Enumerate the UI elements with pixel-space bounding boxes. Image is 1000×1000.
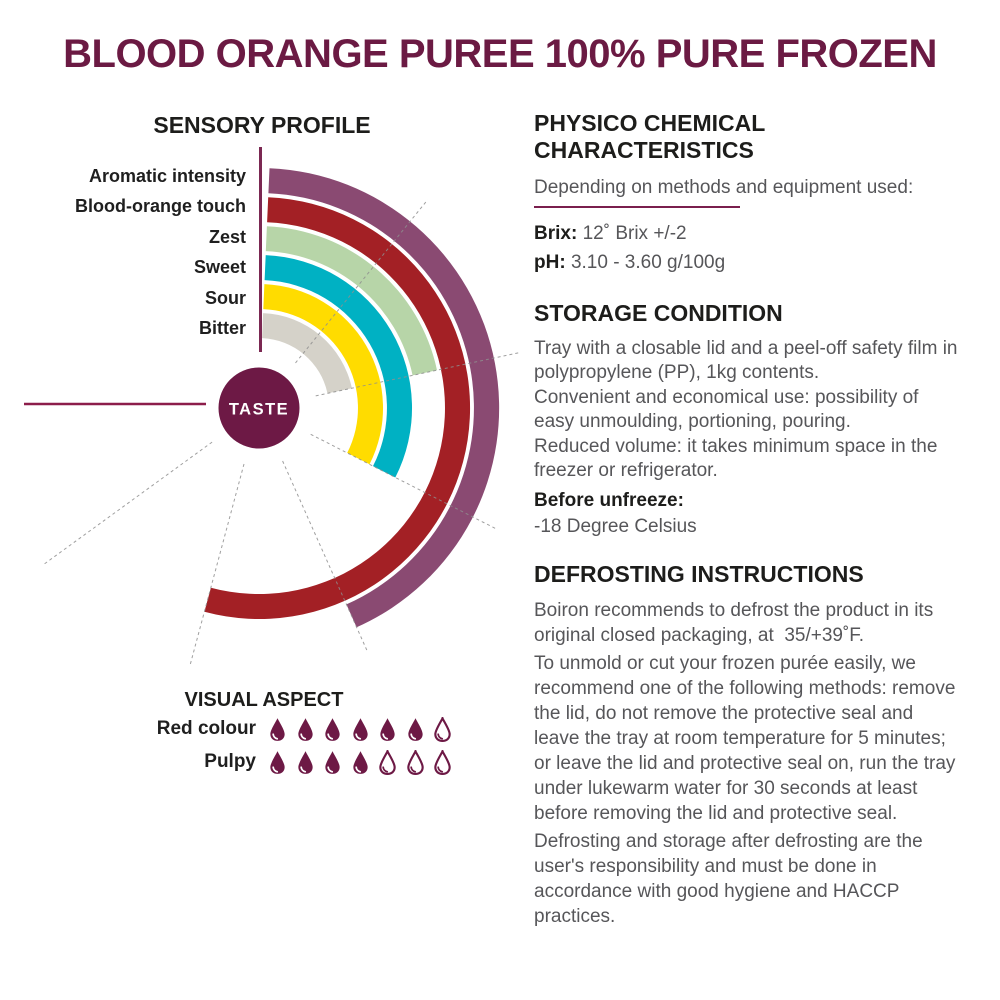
physico-heading-line1: PHYSICO CHEMICAL (534, 110, 766, 136)
ph-value: 3.10 - 3.60 g/100g (570, 252, 726, 273)
defrosting-heading: DEFROSTING INSTRUCTIONS (534, 561, 864, 587)
drop-icon-empty (434, 716, 451, 742)
drop-icon-empty (434, 749, 451, 775)
brix-row: Brix: 12˚ Brix +/-2 (534, 223, 958, 245)
physico-subtitle: Depending on methods and equipment used: (534, 177, 914, 198)
ring-sour (263, 284, 384, 465)
visual-aspect-label: Red colour (156, 718, 256, 739)
page-title: BLOOD ORANGE PUREE 100% PURE FROZEN (63, 32, 937, 76)
ring-zest (265, 226, 437, 376)
drop-icon-filled (325, 717, 340, 741)
visual-aspect-rows: Red colour Pulpy (56, 716, 452, 775)
physico-heading: PHYSICO CHEMICAL CHARACTERISTICS (534, 110, 958, 164)
visual-aspect-row: Red colour (56, 716, 452, 742)
storage-paragraph: Tray with a closable lid and a peel-off … (534, 338, 958, 383)
defrosting-paragraph: To unmold or cut your frozen purée easil… (534, 653, 961, 824)
gridline-156deg (282, 460, 369, 654)
before-unfreeze-value: -18 Degree Celsius (534, 516, 697, 537)
defrosting-paragraph: Boiron recommends to defrost the product… (534, 600, 939, 646)
visual-aspect-row: Pulpy (56, 749, 452, 775)
drop-icons (268, 716, 452, 742)
sensory-gridlines (41, 199, 522, 668)
drop-icon-filled (407, 717, 423, 741)
drop-icon-filled (352, 717, 368, 741)
storage-paragraph: Convenient and economical use: possibili… (534, 387, 919, 432)
sensory-label: Bitter (198, 318, 246, 339)
sensory-label: Blood-orange touch (75, 196, 246, 217)
sensory-label: Sour (204, 287, 246, 308)
right-column: PHYSICO CHEMICAL CHARACTERISTICS Dependi… (534, 110, 958, 929)
drop-icon-empty (406, 749, 424, 775)
visual-aspect-label: Pulpy (204, 751, 256, 772)
gridline-117deg (310, 433, 499, 531)
storage-paragraph: Reduced volume: it takes minimum space i… (534, 436, 938, 481)
storage-heading: STORAGE CONDITION (534, 300, 783, 326)
sensory-category-labels: Aromatic intensity Blood-orange touch Zest… (30, 161, 246, 343)
gridline-195deg (189, 463, 245, 668)
accent-underline (534, 206, 740, 208)
gridline-78deg (315, 351, 522, 397)
ring-sweet (264, 255, 413, 478)
drop-icon-filled (270, 717, 285, 741)
visual-aspect-heading: VISUAL ASPECT (184, 689, 344, 711)
defrosting-paragraph: Defrosting and storage after defrosting … (534, 831, 928, 927)
before-unfreeze-label: Before unfreeze: (534, 490, 684, 511)
drop-icon-filled (325, 750, 340, 774)
ph-label: pH: (534, 252, 566, 273)
gridline-39deg (295, 199, 429, 364)
drop-icon-filled (352, 750, 368, 774)
sensory-label: Sweet (193, 257, 246, 278)
drop-icon-filled (270, 750, 285, 774)
drop-icon-filled (380, 717, 395, 741)
gridline-234deg (41, 441, 213, 566)
brix-value: 12˚ Brix +/-2 (582, 223, 687, 244)
drop-icon-filled (297, 717, 313, 741)
drop-icon-empty (379, 749, 396, 775)
physico-heading-line2: CHARACTERISTICS (534, 137, 754, 163)
sensory-label: Zest (208, 226, 246, 247)
sensory-label: Aromatic intensity (88, 166, 246, 186)
drop-icon-filled (297, 750, 313, 774)
ring-bitter (262, 313, 352, 394)
taste-label: TASTE (229, 401, 289, 419)
sensory-rings (204, 168, 500, 628)
ring-aromatic-intensity (268, 168, 500, 628)
ph-row: pH: 3.10 - 3.60 g/100g (534, 252, 958, 274)
sensory-profile-heading: SENSORY PROFILE (153, 112, 371, 138)
drop-icons (268, 749, 452, 775)
brix-label: Brix: (534, 223, 578, 244)
taste-circle (218, 367, 300, 449)
